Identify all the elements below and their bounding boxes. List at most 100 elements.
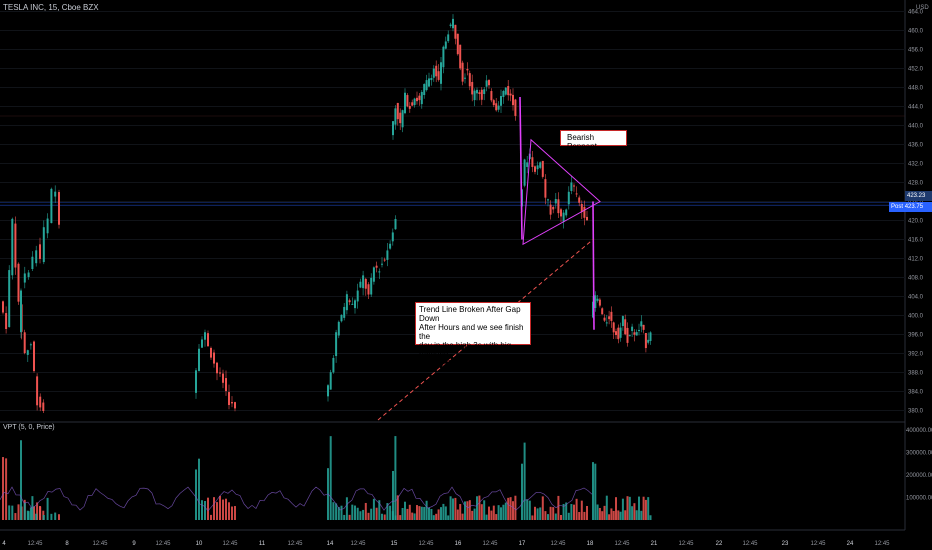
volume-bar: [592, 462, 594, 520]
candle-body: [381, 263, 383, 265]
candle-series: [2, 14, 652, 413]
candle-body: [430, 77, 433, 81]
candle-body: [536, 165, 539, 170]
candle-body: [14, 223, 17, 268]
pennant-annotation[interactable]: Bearish Pennant: [560, 130, 627, 151]
candle-body: [42, 227, 45, 263]
volume-bar: [370, 508, 373, 520]
volume-bar: [207, 497, 209, 520]
time-tick-label: 14: [327, 541, 334, 547]
pennant-triangle: [522, 138, 601, 246]
volume-bar: [554, 513, 557, 520]
candle-body: [39, 244, 41, 259]
volume-tick-label: 300000.00: [906, 451, 932, 457]
volume-bar: [210, 514, 212, 520]
volume-bar: [381, 513, 383, 520]
trendline-annotation[interactable]: Trend Line Broken After Gap Down After H…: [415, 302, 531, 368]
time-tick-label: 23: [782, 541, 789, 547]
candle-body: [372, 267, 375, 282]
candle-body: [575, 193, 578, 195]
volume-bar: [560, 514, 562, 520]
volume-bar: [234, 506, 236, 520]
candle-body: [367, 284, 370, 295]
candle-body: [225, 378, 227, 392]
volume-bar: [36, 502, 39, 520]
volume-bar: [444, 506, 447, 520]
candle-body: [440, 62, 442, 84]
candle-body: [490, 91, 493, 101]
candle-body: [557, 199, 560, 214]
candle-body: [23, 273, 26, 283]
price-tick-label: 432.0: [908, 162, 924, 168]
price-tick-label: 396.0: [908, 333, 924, 339]
volume-series: [0, 436, 652, 520]
price-tick-label: 440.0: [908, 124, 924, 130]
time-tick-label: 12:45: [92, 541, 108, 547]
candle-body: [359, 281, 362, 288]
candle-body: [512, 94, 514, 106]
volume-bar: [580, 500, 583, 520]
volume-bar: [27, 511, 30, 520]
volume-bar: [418, 506, 421, 520]
candle-body: [343, 306, 346, 318]
volume-bar: [488, 506, 490, 520]
last-price-tag: 423.23: [905, 191, 932, 201]
candle-body: [456, 33, 459, 55]
indicator-label: VPT (5, 0, Price): [3, 424, 55, 431]
candle-body: [615, 331, 617, 336]
price-tick-label: 444.0: [908, 105, 924, 111]
candle-body: [447, 34, 450, 42]
candle-body: [228, 392, 230, 406]
candle-body: [201, 339, 203, 348]
volume-bar: [408, 504, 411, 520]
volume-bar: [423, 507, 426, 520]
volume-bar: [507, 497, 510, 520]
candle-body: [596, 298, 599, 301]
volume-bar: [428, 507, 430, 520]
volume-bar: [11, 505, 14, 520]
candle-body: [35, 250, 38, 264]
volume-tick-label: 100000.00: [906, 496, 932, 502]
candle-body: [234, 402, 236, 409]
candle-body: [644, 332, 647, 349]
candle-body: [394, 108, 397, 125]
volume-bar: [492, 505, 495, 520]
volume-bar: [404, 501, 406, 520]
candle-body: [399, 112, 402, 124]
volume-bar: [345, 497, 348, 520]
candle-body: [539, 162, 542, 168]
candle-body: [50, 188, 53, 224]
volume-bar: [401, 507, 404, 520]
time-tick-label: 12:45: [287, 541, 303, 547]
candle-body: [26, 350, 29, 355]
trend-line-2: After Hours and we see finish the: [419, 323, 524, 341]
candle-body: [649, 332, 652, 341]
time-tick-label: 11: [259, 541, 266, 547]
trend-line-4: to $450 Monday: [419, 359, 477, 368]
volume-bar: [565, 502, 568, 520]
candle-body: [17, 263, 20, 302]
candle-body: [459, 44, 462, 69]
candle-body: [335, 332, 338, 357]
volume-bar: [528, 500, 531, 520]
time-tick-label: 12:45: [810, 541, 826, 547]
volume-bar: [642, 496, 645, 520]
candle-body: [404, 92, 406, 114]
candle-body: [11, 218, 14, 276]
volume-bar: [468, 500, 471, 520]
volume-bar: [617, 510, 620, 520]
candle-body: [502, 90, 505, 97]
time-tick-label: 24: [847, 541, 854, 547]
candle-body: [195, 370, 197, 393]
volume-bar: [478, 495, 481, 520]
candle-body: [586, 216, 588, 221]
volume-axis: 400000.00 300000.00 200000.00 100000.00: [906, 428, 932, 502]
candle-body: [332, 357, 335, 373]
volume-bar: [502, 504, 505, 520]
volume-bar: [204, 500, 206, 520]
volume-bar: [437, 509, 440, 520]
volume-bar: [354, 505, 356, 520]
candle-body: [392, 121, 394, 136]
time-tick-label: 12:45: [350, 541, 366, 547]
time-tick-label: 12:45: [874, 541, 890, 547]
